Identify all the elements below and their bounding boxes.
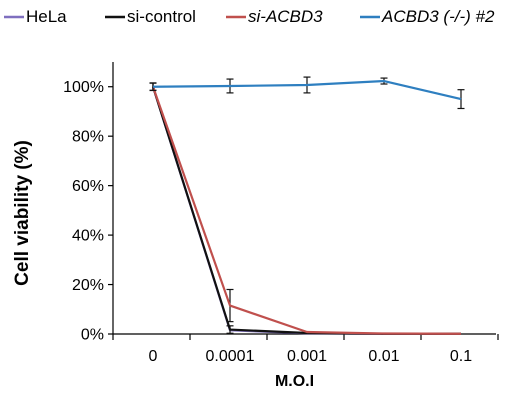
series-line	[151, 86, 462, 335]
y-ticks: 0% 20% 40% 60% 80% 100%	[63, 79, 113, 344]
y-tick-label: 20%	[72, 277, 104, 294]
series-line	[151, 86, 461, 335]
legend-entry: si-ACBD3	[248, 7, 323, 26]
axes	[112, 62, 496, 335]
y-tick-label: 60%	[72, 178, 104, 195]
y-tick-label: 80%	[72, 129, 104, 146]
x-tick-label: 0.1	[450, 348, 472, 365]
x-tick-label: 0.0001	[206, 348, 255, 365]
x-tick-label: 0	[149, 348, 158, 365]
x-ticks: 0 0.0001 0.001 0.01 0.1	[112, 334, 499, 365]
legend-entry: si-control	[127, 7, 196, 26]
y-tick-label: 0%	[81, 327, 104, 344]
legend-entry: HeLa	[26, 7, 67, 26]
x-tick-label: 0.001	[287, 348, 327, 365]
series-2	[149, 82, 462, 335]
legend-entry: ACBD3 (-/-) #2	[381, 7, 495, 26]
y-tick-label: 100%	[63, 79, 104, 96]
x-axis-title: M.O.I	[275, 373, 314, 390]
series-layer	[149, 76, 465, 335]
y-tick-label: 40%	[72, 228, 104, 245]
series-line	[152, 79, 462, 101]
series-line	[151, 86, 461, 335]
series-0	[151, 86, 461, 335]
series-3	[149, 76, 465, 110]
x-tick-label: 0.01	[368, 348, 399, 365]
legend: HeLa si-control si-ACBD3 ACBD3 (-/-) #2	[4, 7, 495, 26]
y-axis-title: Cell viability (%)	[12, 140, 33, 286]
